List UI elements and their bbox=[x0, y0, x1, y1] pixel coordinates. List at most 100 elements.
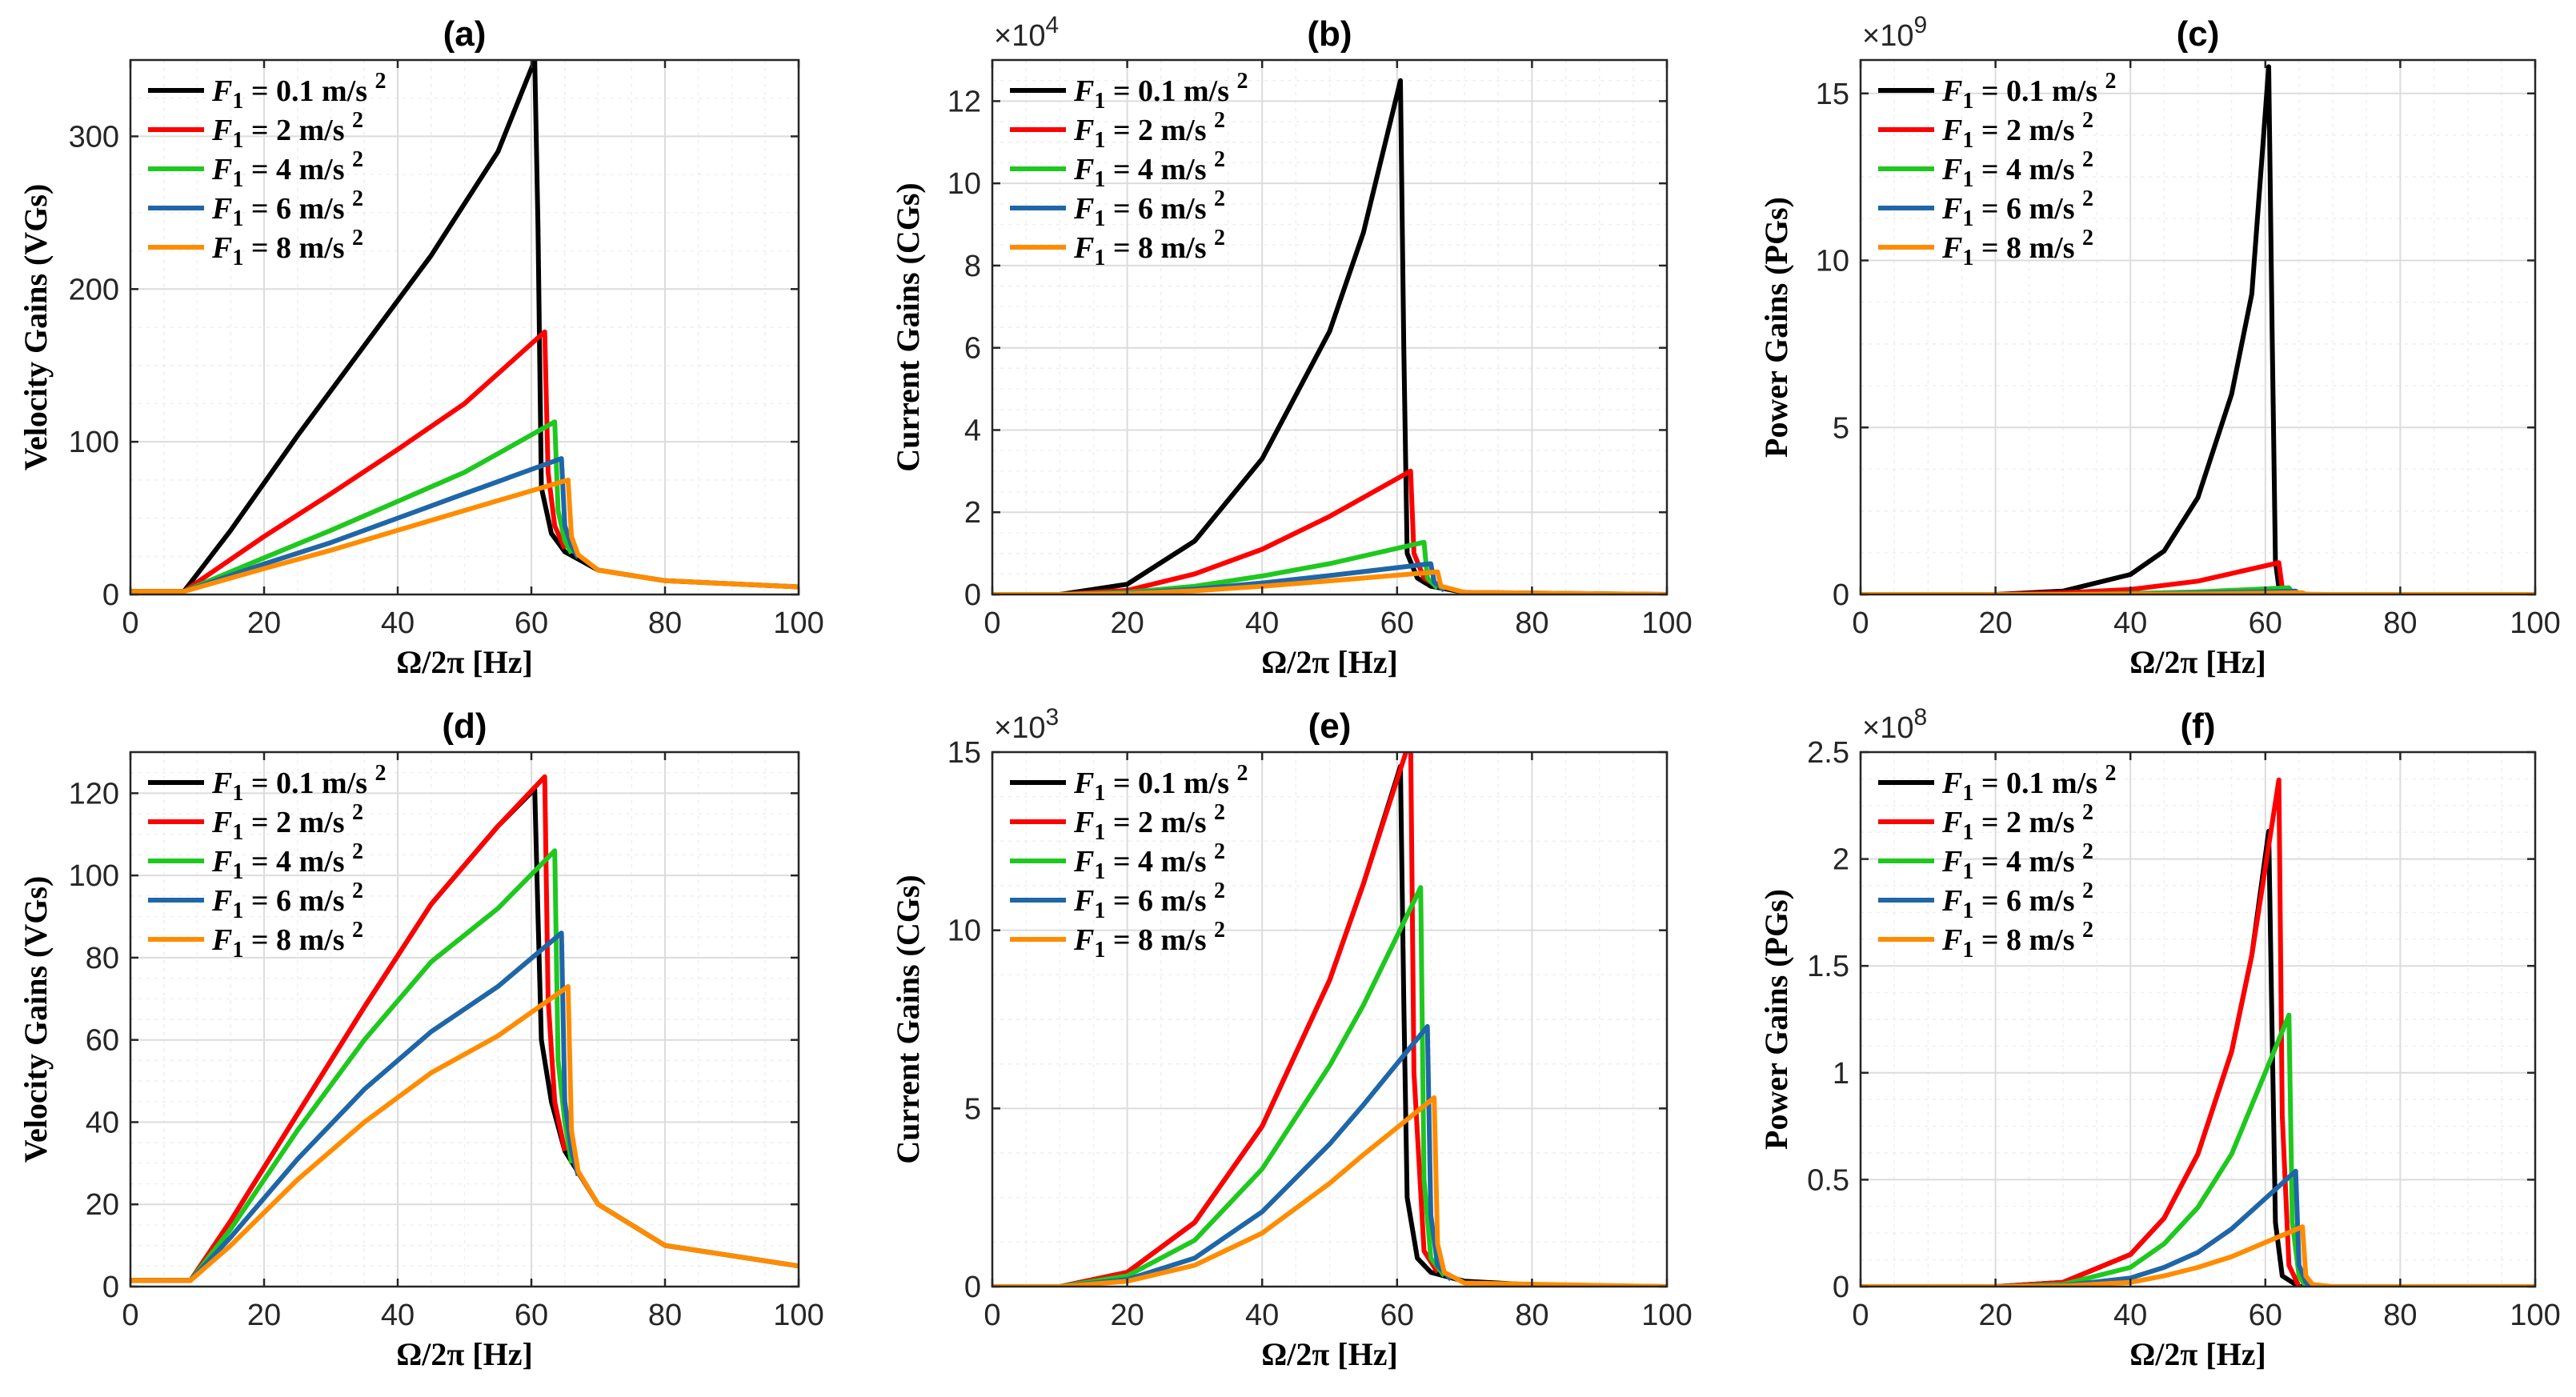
series-line-F1-4 bbox=[130, 848, 575, 1283]
legend-label-F1-6: F1 = 6 m/s 2 bbox=[1941, 186, 2093, 231]
y-tick-label: 10 bbox=[947, 167, 981, 201]
legend-label-F1-0.1: F1 = 0.1 m/s 2 bbox=[211, 761, 387, 806]
axis-exponent: ×104 bbox=[994, 12, 1059, 53]
legend-label-F1-2: F1 = 2 m/s 2 bbox=[1941, 800, 2093, 845]
x-axis-label: Ω/2π [Hz] bbox=[1261, 1336, 1398, 1372]
axes-box bbox=[991, 58, 1669, 596]
legend-label-F1-8: F1 = 8 m/s 2 bbox=[1073, 918, 1225, 963]
y-tick-label: 2 bbox=[964, 496, 981, 530]
x-tick-label: 0 bbox=[1852, 606, 1869, 640]
legend-label-F1-6: F1 = 6 m/s 2 bbox=[1073, 879, 1225, 923]
legend: F1 = 0.1 m/s 2F1 = 2 m/s 2F1 = 4 m/s 2F1… bbox=[1010, 69, 1248, 270]
subplot-d: 0 20 40 60 80 100 0 20 40 60 80 100 120 (d) Ω/2π [Hz] V… bbox=[18, 707, 824, 1372]
subplot-title: (b) bbox=[1307, 14, 1352, 54]
axes-box bbox=[991, 751, 1669, 1288]
x-tick-label: 80 bbox=[1515, 606, 1548, 640]
x-tick-label: 40 bbox=[2113, 1299, 2147, 1332]
y-tick-label: 60 bbox=[86, 1024, 119, 1058]
series-line-F1-6 bbox=[1861, 1168, 2314, 1287]
legend-label-F1-4: F1 = 4 m/s 2 bbox=[1941, 839, 2093, 884]
y-tick-label: 0 bbox=[102, 1271, 119, 1304]
legend-label-F1-2: F1 = 2 m/s 2 bbox=[1073, 800, 1225, 845]
subplot-a: 0 20 40 60 80 100 0 100 200 300 (a) Ω/2π [Hz] Veloci… bbox=[18, 14, 824, 680]
y-tick-label: 100 bbox=[69, 426, 119, 459]
y-tick-label: 2.5 bbox=[1807, 736, 1849, 770]
subplot-c: 0 20 40 60 80 100 0 5 10 15 ×109 (c) Ω/2π [Hz] Power … bbox=[1758, 12, 2561, 680]
y-tick-label: 5 bbox=[1833, 411, 1849, 445]
legend: F1 = 0.1 m/s 2F1 = 2 m/s 2F1 = 4 m/s 2F1… bbox=[1878, 69, 2117, 270]
y-tick-label: 1 bbox=[1833, 1057, 1849, 1091]
x-tick-label: 100 bbox=[2510, 606, 2560, 640]
x-tick-label: 0 bbox=[122, 1299, 138, 1332]
y-axis-label: Current Gains (CGs) bbox=[890, 182, 926, 471]
axes-box bbox=[129, 58, 800, 596]
y-tick-label: 0 bbox=[964, 1271, 981, 1304]
subplot-title: (a) bbox=[443, 14, 487, 54]
x-tick-label: 20 bbox=[1110, 1299, 1144, 1332]
x-tick-label: 80 bbox=[648, 1299, 682, 1332]
x-tick-label: 0 bbox=[984, 606, 1000, 640]
series-line-F1-2 bbox=[130, 774, 567, 1283]
y-tick-label: 0.5 bbox=[1807, 1163, 1849, 1197]
legend-label-F1-4: F1 = 4 m/s 2 bbox=[1073, 839, 1225, 884]
y-tick-label: 4 bbox=[964, 414, 981, 447]
legend-label-F1-0.1: F1 = 0.1 m/s 2 bbox=[1941, 761, 2117, 806]
axis-exponent: ×103 bbox=[994, 704, 1059, 745]
x-tick-label: 100 bbox=[2510, 1299, 2560, 1332]
x-tick-label: 20 bbox=[1978, 1299, 2012, 1332]
series-line-F1-6 bbox=[992, 1023, 1453, 1287]
y-tick-label: 20 bbox=[86, 1188, 119, 1222]
x-tick-label: 0 bbox=[984, 1299, 1000, 1332]
legend-label-F1-8: F1 = 8 m/s 2 bbox=[1941, 918, 2093, 963]
legend: F1 = 0.1 m/s 2F1 = 2 m/s 2F1 = 4 m/s 2F1… bbox=[1010, 761, 1248, 963]
x-tick-label: 40 bbox=[381, 606, 415, 640]
legend-label-F1-8: F1 = 8 m/s 2 bbox=[1073, 226, 1225, 270]
x-tick-label: 80 bbox=[2383, 606, 2417, 640]
legend-label-F1-2: F1 = 2 m/s 2 bbox=[211, 108, 363, 153]
y-tick-label: 80 bbox=[86, 942, 119, 975]
x-tick-label: 40 bbox=[2113, 606, 2147, 640]
legend-label-F1-4: F1 = 4 m/s 2 bbox=[1073, 147, 1225, 192]
y-axis-label: Current Gains (CGs) bbox=[890, 875, 926, 1163]
subplot-e: 0 20 40 60 80 100 0 5 10 15 ×103 (e) Ω/2π [Hz] Curren… bbox=[890, 704, 1693, 1372]
y-tick-label: 100 bbox=[69, 859, 119, 893]
legend-label-F1-4: F1 = 4 m/s 2 bbox=[211, 839, 363, 884]
y-tick-label: 15 bbox=[947, 736, 981, 770]
x-tick-label: 20 bbox=[247, 606, 281, 640]
legend-label-F1-0.1: F1 = 0.1 m/s 2 bbox=[1073, 69, 1248, 114]
legend-label-F1-4: F1 = 4 m/s 2 bbox=[211, 147, 363, 192]
x-tick-label: 20 bbox=[247, 1299, 281, 1332]
x-tick-label: 100 bbox=[1641, 606, 1692, 640]
y-tick-label: 1.5 bbox=[1807, 950, 1849, 983]
series-line-F1-0.1 bbox=[992, 78, 1667, 594]
x-tick-label: 20 bbox=[1978, 606, 2012, 640]
y-axis-label: Power Gains (PGs) bbox=[1758, 197, 1794, 458]
legend: F1 = 0.1 m/s 2F1 = 2 m/s 2F1 = 4 m/s 2 F1… bbox=[1878, 761, 2117, 963]
y-tick-label: 10 bbox=[947, 915, 981, 948]
y-tick-label: 12 bbox=[947, 85, 981, 118]
y-tick-label: 0 bbox=[102, 578, 119, 612]
subplot-f: 0 20 40 60 80 100 0 0.5 1 1.5 2 2.5 ×108 (f) Ω/2π [Hz]… bbox=[1758, 704, 2561, 1372]
x-axis-label: Ω/2π [Hz] bbox=[396, 644, 533, 680]
y-tick-label: 300 bbox=[69, 120, 119, 154]
axis-exponent: ×109 bbox=[1862, 12, 1927, 53]
x-tick-label: 60 bbox=[2249, 1299, 2282, 1332]
legend: F1 = 0.1 m/s 2F1 = 2 m/s 2F1 = 4 m/s 2F1… bbox=[148, 761, 387, 963]
x-tick-label: 100 bbox=[1641, 1299, 1692, 1332]
x-tick-label: 100 bbox=[773, 606, 823, 640]
legend-label-F1-8: F1 = 8 m/s 2 bbox=[1941, 226, 2093, 270]
x-tick-label: 80 bbox=[648, 606, 682, 640]
series-group bbox=[130, 774, 799, 1283]
x-tick-label: 40 bbox=[381, 1299, 415, 1332]
y-tick-label: 120 bbox=[69, 777, 119, 811]
y-tick-label: 200 bbox=[69, 273, 119, 306]
x-tick-label: 80 bbox=[2383, 1299, 2417, 1332]
x-tick-label: 20 bbox=[1110, 606, 1144, 640]
y-axis-label: Power Gains (PGs) bbox=[1758, 889, 1794, 1150]
axes-box bbox=[1859, 751, 2537, 1288]
legend-label-F1-6: F1 = 6 m/s 2 bbox=[211, 186, 363, 231]
x-tick-label: 0 bbox=[122, 606, 138, 640]
subplot-title: (f) bbox=[2181, 707, 2216, 746]
series-line-F1-6 bbox=[130, 931, 581, 1283]
